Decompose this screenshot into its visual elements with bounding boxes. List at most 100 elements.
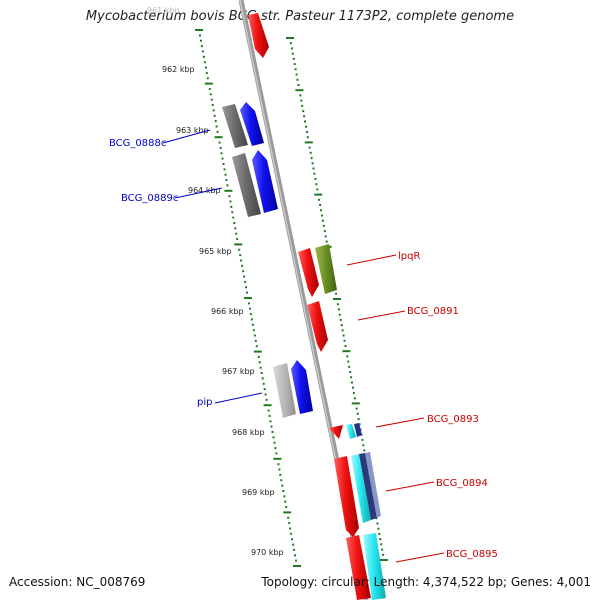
scale-left-minor-dot (254, 339, 257, 342)
gene-bar-navy-1[interactable] (359, 453, 377, 520)
scale-left-minor-dot (200, 39, 202, 42)
tick-label-962: 962 kbp (162, 65, 195, 74)
scale-left-minor-dot (283, 495, 286, 498)
gene-label-bcg-0894[interactable]: BCG_0894 (436, 478, 488, 489)
scale-right-minor-dot (347, 360, 350, 363)
scale-left-minor-dot (244, 280, 247, 283)
scale-right-minor-dot (375, 517, 378, 520)
scale-right-major-tick (333, 298, 341, 300)
scale-left-minor-dot (201, 50, 204, 53)
scale-left-minor-dot (204, 66, 207, 69)
scale-left-minor-dot (238, 248, 241, 251)
scale-left-minor-dot (265, 398, 268, 401)
scale-left-minor-dot (241, 264, 244, 267)
scale-left-minor-dot (221, 157, 224, 160)
scale-left-minor-dot (236, 238, 239, 240)
gene-bar-gray-2[interactable] (232, 153, 261, 217)
scale-right-minor-dot (355, 407, 358, 410)
scale-left-minor-dot (284, 500, 287, 503)
scale-right-minor-dot (305, 131, 308, 133)
scale-left-minor-dot (294, 554, 296, 557)
gene-label-bcg-0895[interactable]: BCG_0895 (446, 549, 498, 560)
scale-track-left (195, 29, 301, 567)
gene-arrow-bcg-0895[interactable] (346, 535, 371, 600)
gene-label-pip[interactable]: pip (197, 397, 212, 408)
scale-left-minor-dot (290, 532, 293, 535)
scale-right-minor-dot (296, 78, 299, 81)
gene-arrow-bcg-0893[interactable] (329, 425, 343, 439)
leader-line-bcg-0889c (174, 187, 223, 199)
gene-bar-navy-small[interactable] (354, 423, 362, 437)
gene-arrow-bcg-0894[interactable] (334, 456, 359, 537)
scale-left-minor-dot (225, 179, 228, 182)
gene-arrow-bcg-0888c[interactable] (240, 102, 264, 146)
gene-label-bcg-0889c[interactable]: BCG_0889c (121, 193, 178, 204)
scale-right-minor-dot (321, 219, 324, 222)
gene-bar-gray-1[interactable] (222, 104, 248, 148)
scale-left-minor-dot (209, 93, 212, 96)
gene-bar-cyan-1[interactable] (351, 454, 371, 523)
scale-left-minor-dot (231, 211, 234, 214)
scale-left-major-tick (214, 136, 223, 139)
scale-left-minor-dot (211, 104, 214, 106)
leader-line-bcg-0891 (357, 310, 406, 321)
scale-left-minor-dot (262, 382, 265, 385)
scale-left-minor-dot (282, 490, 285, 492)
gene-bar-cyan-2[interactable] (363, 533, 386, 600)
leader-line-bcg-0894 (385, 481, 435, 492)
scale-right-minor-dot (349, 371, 352, 374)
tick-label-965: 965 kbp (199, 247, 232, 256)
scale-right-minor-dot (319, 204, 322, 206)
scale-right-minor-dot (294, 68, 297, 71)
gene-label-bcg-0891[interactable]: BCG_0891 (407, 306, 459, 317)
gene-bar-olive[interactable] (315, 244, 337, 294)
scale-left-minor-dot (212, 109, 215, 112)
genome-title: Mycobacterium bovis BCG str. Pasteur 117… (85, 9, 515, 24)
scale-left-minor-dot (289, 527, 292, 530)
leader-line-bcg-0895 (395, 552, 445, 563)
scale-left-minor-dot (273, 441, 276, 444)
scale-left-major-tick (204, 82, 213, 85)
scale-left-minor-dot (220, 152, 223, 155)
scale-left-minor-dot (271, 431, 274, 433)
accession-label: Accession: NC_008769 (9, 575, 146, 589)
gene-arrow-bcg-0891[interactable] (307, 301, 328, 352)
scale-right-minor-dot (322, 224, 325, 227)
leader-line-pip (214, 392, 263, 404)
gene-bar-cyan-small[interactable] (346, 424, 356, 439)
scale-right-minor-dot (352, 386, 354, 389)
scale-right-minor-dot (291, 52, 294, 55)
scale-left-minor-dot (257, 356, 260, 358)
gene-arrow-pip[interactable] (291, 360, 313, 414)
scale-left-minor-dot (213, 114, 216, 117)
scale-left-minor-dot (232, 216, 235, 219)
scale-right-minor-dot (308, 146, 311, 149)
scale-right-minor-dot (315, 183, 318, 186)
scale-left-minor-dot (251, 323, 254, 326)
scale-left-minor-dot (224, 173, 227, 176)
scale-left-major-tick (263, 404, 272, 407)
gene-bar-lightgray[interactable] (273, 363, 296, 418)
scale-left-minor-dot (240, 259, 243, 262)
gene-label-bcg-0888c[interactable]: BCG_0888c (109, 138, 166, 149)
gene-arrow-bcg-0889c[interactable] (252, 150, 278, 213)
gene-bar-lavender[interactable] (365, 452, 381, 518)
scale-right-major-tick (304, 141, 313, 144)
gene-arrow-top[interactable] (248, 13, 269, 58)
gene-label-lpqr[interactable]: lpqR (398, 251, 420, 262)
scale-right-minor-dot (301, 104, 304, 107)
scale-left-minor-dot (203, 61, 206, 64)
gene-label-bcg-0893[interactable]: BCG_0893 (427, 414, 479, 425)
scale-left-minor-dot (235, 232, 238, 235)
scale-left-minor-dot (202, 55, 205, 58)
scale-left-minor-dot (230, 205, 233, 208)
gene-arrow-red-lpqr-1[interactable] (298, 248, 319, 297)
scale-right-major-tick (351, 402, 360, 405)
scale-right-minor-dot (379, 538, 382, 541)
scale-right-minor-dot (363, 449, 366, 452)
scale-left-major-tick (234, 243, 243, 246)
scale-left-minor-dot (218, 141, 221, 144)
scale-left-minor-dot (263, 388, 266, 391)
scale-right-minor-dot (305, 125, 307, 128)
